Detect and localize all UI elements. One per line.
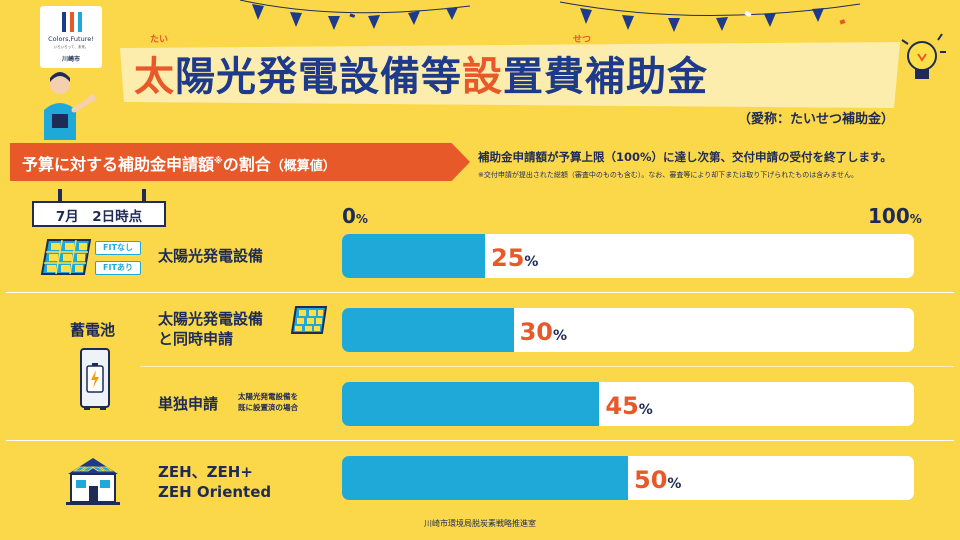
progress-track-zeh (342, 456, 914, 500)
banner-main: 予算に対する補助金申請額 (22, 155, 215, 174)
row-label-solar-combined: 太陽光発電設備 と同時申請 (158, 310, 264, 349)
zeh-house-icon (66, 458, 120, 505)
progress-track-standalone (342, 382, 914, 426)
percent-zeh: 50% (634, 466, 682, 494)
battery-storage-icon (80, 348, 110, 410)
solar-panel-icon (40, 239, 92, 275)
city-logo: Colors,Future! いろいろって、未来。 川崎市 (40, 6, 102, 68)
logo-mark-icon (62, 12, 82, 32)
progress-fill-zeh (342, 456, 628, 500)
title-accent-char: 太 (134, 54, 175, 100)
group-label-battery: 蓄電池 (70, 321, 116, 339)
footer-department: 川崎市環境局脱炭素戦略推進室 (424, 519, 536, 528)
row-divider (6, 292, 954, 293)
row-label-solar: 太陽光発電設備 (158, 247, 264, 265)
row-label-zeh: ZEH、ZEH+ ZEH Oriented (158, 463, 272, 502)
title-ruby-1: たい (150, 35, 169, 45)
row-divider (140, 366, 954, 367)
guide-person-illustration (44, 72, 96, 140)
banner-paren: （概算値） (270, 159, 336, 174)
banner-heading: 予算に対する補助金申請額※の割合（概算値） (22, 151, 336, 175)
progress-fill-solar (342, 234, 485, 278)
notice-text: 補助金申請額が予算上限（100%）に達し次第、交付申請の受付を終了します。 (478, 150, 892, 164)
section-banner (10, 143, 470, 181)
bunting-decoration (239, 0, 861, 32)
board-pin-right (142, 189, 146, 202)
page-title: 太陽光発電設備等設置費補助金 (134, 44, 708, 102)
board-pin-left (58, 189, 62, 202)
title-part-1: 陽光発電設備等 (175, 54, 462, 100)
date-text: 7月 2日時点 (55, 209, 143, 225)
row-sublabel-standalone: 太陽光発電設備を 既に設置済の場合 (238, 392, 298, 412)
scale-min-label: 0% (342, 204, 368, 228)
logo-subtag: いろいろって、未来。 (53, 45, 89, 49)
date-board (32, 201, 166, 227)
solar-panel-small-icon (290, 306, 328, 334)
notice-footnote: ※交付申請が提出された総額（審査中のものも含む）。なお、審査等により却下または取… (478, 171, 859, 179)
banner-mark: ※ (214, 156, 223, 167)
nickname: （愛称：たいせつ補助金） (738, 112, 895, 127)
logo-city: 川崎市 (61, 56, 80, 63)
logo-tagline: Colors,Future! (48, 35, 94, 43)
fit-yes-tag: FITあり (95, 261, 141, 275)
lightbulb-icon (901, 33, 946, 79)
progress-track-battery-combined (342, 308, 914, 352)
row-divider (6, 440, 954, 441)
scale-max-label: 100% (868, 204, 922, 228)
fit-none-tag: FITなし (95, 241, 141, 255)
row-label-standalone: 単独申請 (158, 395, 219, 413)
percent-battery-combined: 30% (519, 318, 568, 346)
progress-track-solar (342, 234, 914, 278)
percent-solar: 25% (491, 244, 539, 272)
title-part-2: 置費補助金 (503, 54, 708, 100)
progress-fill-battery-combined (342, 308, 514, 352)
title-ruby-2: せつ (573, 35, 592, 45)
banner-main-2: の割合 (222, 155, 271, 174)
title-accent-char-2: 設 (462, 54, 503, 100)
progress-fill-standalone (342, 382, 600, 426)
title-background-band (120, 42, 900, 108)
percent-standalone: 45% (605, 392, 653, 420)
